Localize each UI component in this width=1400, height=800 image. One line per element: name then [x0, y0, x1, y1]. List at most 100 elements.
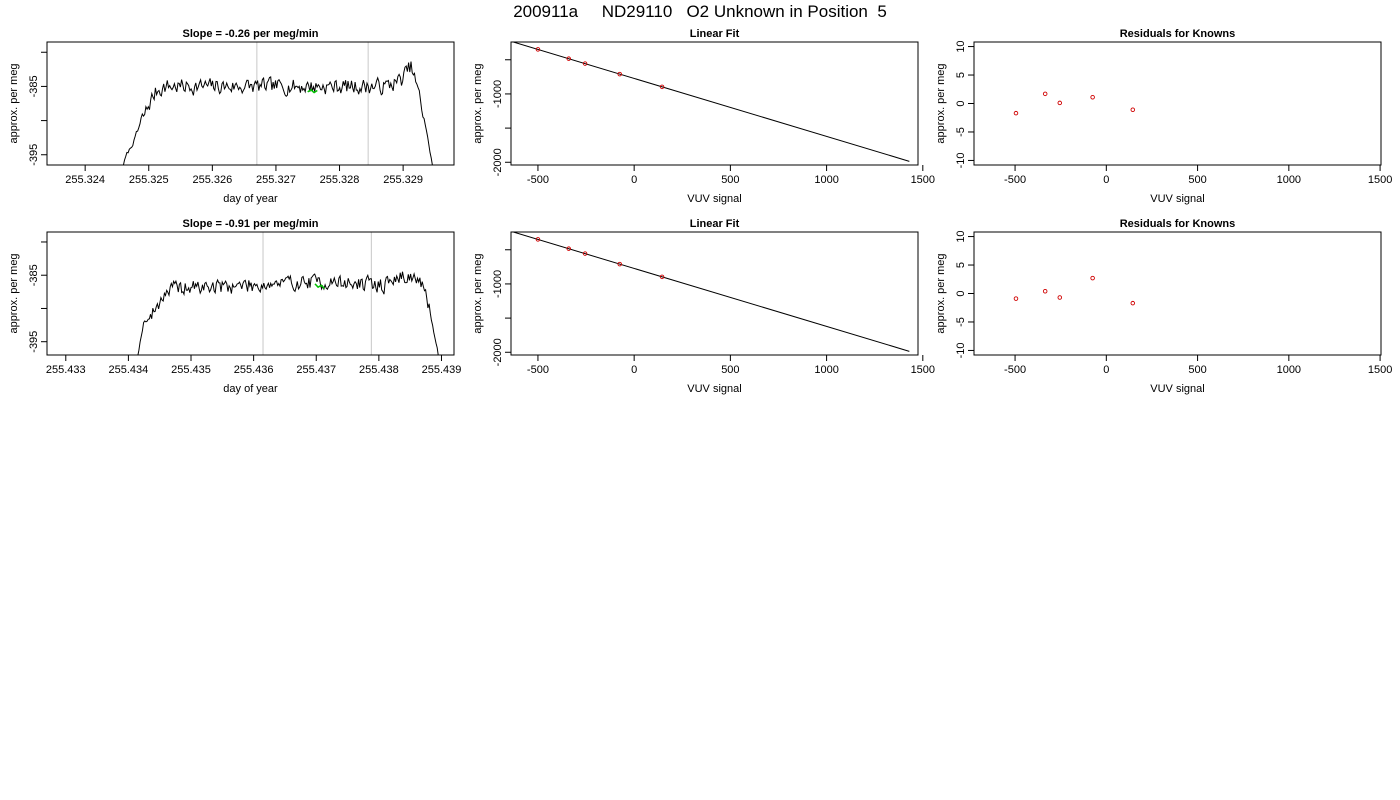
x-tick-label: 0: [631, 174, 637, 186]
x-axis-label: VUV signal: [1150, 193, 1204, 205]
x-tick-label: 0: [1103, 364, 1109, 376]
x-axis-label: day of year: [223, 193, 278, 205]
y-tick-label: -385: [28, 75, 40, 97]
x-tick-label: 0: [1103, 174, 1109, 186]
x-tick-label: 255.434: [109, 364, 149, 376]
x-tick-label: 255.328: [320, 174, 360, 186]
panel-p23: Residuals for Knowns -500 0 500 1000 1500 -10 -…: [935, 218, 1392, 395]
data-point: [535, 237, 541, 242]
x-tick-label: 255.438: [359, 364, 399, 376]
highlight-point: [507, 39, 511, 43]
data-point: [582, 61, 588, 66]
panel-title: Slope = -0.26 per meg/min: [182, 28, 318, 40]
y-tick-label: -5: [955, 127, 967, 137]
y-tick-label: -10: [955, 152, 967, 168]
y-tick-label: -395: [28, 144, 40, 166]
x-axis-label: VUV signal: [1150, 383, 1204, 395]
x-tick-label: -500: [527, 174, 549, 186]
y-axis-label: approx. per meg: [8, 253, 20, 333]
panel-title: Residuals for Knowns: [1120, 218, 1236, 230]
x-tick-label: 500: [721, 174, 739, 186]
y-tick-label: -10: [955, 342, 967, 358]
main-title: 200911a ND29110 O2 Unknown in Position 5: [513, 2, 887, 21]
plot-frame: [973, 41, 1382, 166]
x-tick-label: 500: [1188, 174, 1206, 186]
plot-frame: [46, 231, 455, 356]
y-axis-label: approx. per meg: [472, 63, 484, 143]
x-tick-label: 255.435: [171, 364, 211, 376]
y-axis-label: approx. per meg: [8, 63, 20, 143]
panel-p12: Linear Fit -500 0 500 1000 1500 -2000 -1000 VUV …: [472, 28, 935, 205]
panel-p11: Slope = -0.26 per meg/min 255.324 255.325 2…: [8, 28, 455, 205]
x-tick-label: 255.433: [46, 364, 86, 376]
highlight-segment: [307, 88, 318, 94]
y-tick-label: 10: [955, 40, 967, 52]
series-line: [122, 61, 433, 165]
y-tick-label: 0: [955, 290, 967, 296]
x-tick-label: 255.437: [296, 364, 336, 376]
y-tick-label: -5: [955, 317, 967, 327]
data-point: [617, 71, 622, 77]
plot-area: [1013, 275, 1136, 306]
plot-frame: [510, 231, 919, 356]
y-tick-label: 10: [955, 230, 967, 242]
x-axis-label: day of year: [223, 383, 278, 395]
x-axis-label: VUV signal: [687, 193, 741, 205]
data-point: [535, 47, 541, 52]
y-axis-label: approx. per meg: [472, 253, 484, 333]
x-tick-label: 255.329: [383, 174, 423, 186]
x-axis-label: VUV signal: [687, 383, 741, 395]
panel-p13: Residuals for Knowns -500 0 500 1000 1500 -10 -…: [935, 28, 1392, 205]
fit-line: [511, 42, 910, 162]
data-point: [1013, 110, 1019, 116]
y-tick-label: -385: [28, 264, 40, 286]
x-tick-label: 1000: [1277, 364, 1301, 376]
x-tick-label: 255.326: [192, 174, 232, 186]
y-tick-label: 5: [955, 262, 967, 268]
y-tick-label: -1000: [492, 270, 504, 298]
y-tick-label: 0: [955, 100, 967, 106]
x-tick-label: -500: [1004, 174, 1026, 186]
panel-title: Slope = -0.91 per meg/min: [182, 218, 318, 230]
panel-title: Residuals for Knowns: [1120, 28, 1236, 40]
x-tick-label: 255.436: [234, 364, 274, 376]
y-tick-label: -395: [28, 331, 40, 353]
panel-title: Linear Fit: [690, 28, 740, 40]
data-point: [1042, 288, 1048, 294]
data-point: [659, 274, 665, 280]
data-point: [1057, 295, 1063, 300]
panel-title: Linear Fit: [690, 218, 740, 230]
x-tick-label: 255.325: [129, 174, 169, 186]
x-tick-label: 1000: [814, 364, 838, 376]
data-point: [659, 84, 665, 90]
data-point: [1057, 100, 1063, 106]
x-tick-label: 1500: [911, 174, 935, 186]
data-point: [1130, 300, 1136, 306]
data-point: [617, 261, 622, 267]
fit-line: [511, 232, 910, 352]
plot-area: [511, 232, 910, 352]
plot-frame: [510, 41, 919, 166]
highlight-segment: [314, 283, 325, 290]
series-line: [137, 271, 439, 355]
y-tick-label: -1000: [492, 80, 504, 108]
plot-frame: [46, 41, 455, 166]
x-tick-label: 1000: [1277, 174, 1301, 186]
y-tick-label: 5: [955, 72, 967, 78]
plot-area: [137, 232, 439, 355]
x-tick-label: 255.327: [256, 174, 296, 186]
x-tick-label: 500: [1188, 364, 1206, 376]
y-axis-label: approx. per meg: [935, 63, 947, 143]
y-tick-label: -2000: [492, 338, 504, 366]
x-tick-label: 255.324: [65, 174, 105, 186]
data-point: [582, 251, 588, 256]
panel-p22: Linear Fit -500 0 500 1000 1500 -2000 -1000 VUV …: [472, 218, 935, 395]
data-point: [1013, 296, 1019, 301]
plot-area: [1013, 91, 1136, 116]
data-point: [1090, 94, 1095, 100]
x-tick-label: -500: [1004, 364, 1026, 376]
y-tick-label: -2000: [492, 148, 504, 176]
plot-frame: [973, 231, 1382, 356]
y-axis-label: approx. per meg: [935, 253, 947, 333]
